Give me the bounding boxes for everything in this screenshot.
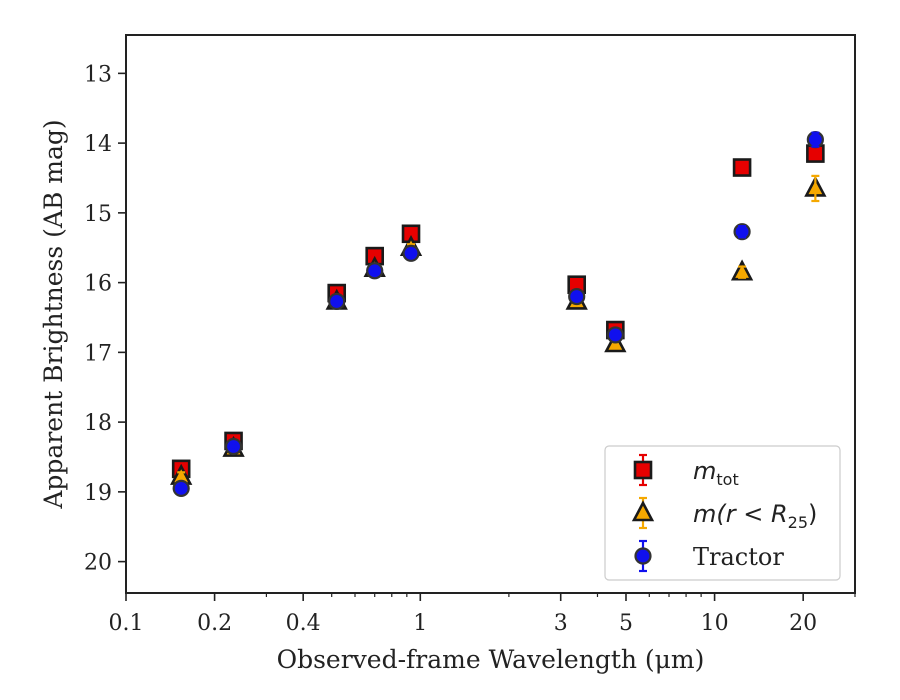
x-tick-label: 10 xyxy=(701,611,729,636)
y-axis-label: Apparent Brightness (AB mag) xyxy=(39,119,68,509)
legend-label: m(r < R25) xyxy=(693,500,817,532)
series-circle xyxy=(172,131,824,497)
legend-entry: mtot xyxy=(633,453,739,489)
legend-label: mtot xyxy=(693,457,739,489)
y-tick-label: 15 xyxy=(84,202,112,227)
x-tick-label: 3 xyxy=(554,611,568,636)
legend-marker xyxy=(634,547,652,565)
x-tick-label: 20 xyxy=(789,611,817,636)
legend-entry: m(r < R25) xyxy=(631,496,817,532)
legend-marker xyxy=(631,500,655,522)
data-point xyxy=(328,292,346,311)
y-tick-label: 16 xyxy=(84,272,112,297)
legend-label: Tractor xyxy=(693,543,784,571)
y-tick-label: 13 xyxy=(84,62,112,87)
data-point xyxy=(224,437,243,456)
series-square xyxy=(171,144,825,479)
plot-frame xyxy=(125,34,856,594)
x-tick-label: 0.4 xyxy=(286,611,321,636)
x-tick-label: 5 xyxy=(619,611,633,636)
y-tick-label: 14 xyxy=(84,132,112,157)
data-point xyxy=(172,479,190,497)
x-tick-label: 0.2 xyxy=(197,611,232,636)
data-point xyxy=(568,287,586,306)
legend-box xyxy=(604,445,841,581)
data-point xyxy=(806,131,824,149)
data-point xyxy=(804,174,827,203)
y-tick-label: 18 xyxy=(84,411,112,436)
y-tick-label: 19 xyxy=(84,481,112,506)
data-points xyxy=(170,131,827,497)
data-point xyxy=(366,262,384,280)
y-tick-label: 17 xyxy=(84,341,112,366)
data-point xyxy=(402,244,420,262)
data-point xyxy=(401,224,421,244)
y-tick-label: 20 xyxy=(84,551,112,576)
x-tick-label: 1 xyxy=(413,611,427,636)
data-point xyxy=(730,259,754,281)
data-point xyxy=(732,158,752,177)
legend-marker xyxy=(633,460,653,480)
x-axis-label: Observed-frame Wavelength (μm) xyxy=(277,645,705,674)
data-point xyxy=(733,223,751,241)
legend-entry: Tractor xyxy=(634,539,784,573)
x-tick-label: 0.1 xyxy=(109,611,144,636)
data-point xyxy=(606,326,624,344)
legend: mtot m(r < R25) Tractor xyxy=(604,445,841,581)
series-triangle xyxy=(170,174,827,485)
